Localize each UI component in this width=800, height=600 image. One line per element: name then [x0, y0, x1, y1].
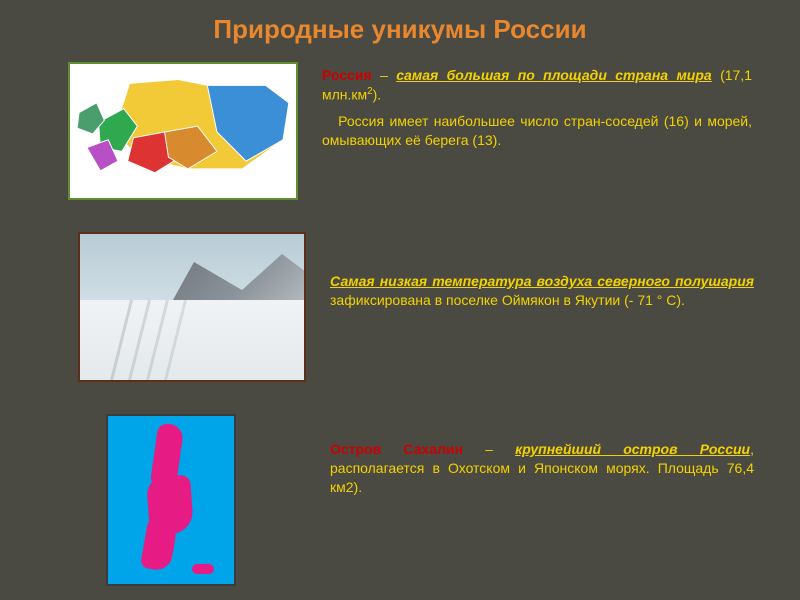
sakhalin-image [106, 414, 236, 586]
russia-map-svg [70, 64, 296, 198]
russia-map-image [68, 62, 298, 200]
section1-text: Россия – самая большая по площади страна… [322, 66, 752, 150]
section3-text: Остров Сахалин – крупнейший остров Росси… [330, 440, 754, 497]
sakhalin-island-shape [192, 564, 214, 574]
section1-para2: Россия имеет наибольшее число стран-сосе… [322, 112, 752, 150]
section2-text: Самая низкая температура воздуха северно… [330, 272, 754, 310]
sakhalin-island-shape [140, 518, 178, 572]
oymyakon-road-image [78, 232, 306, 382]
page-title: Природные уникумы России [0, 0, 800, 45]
